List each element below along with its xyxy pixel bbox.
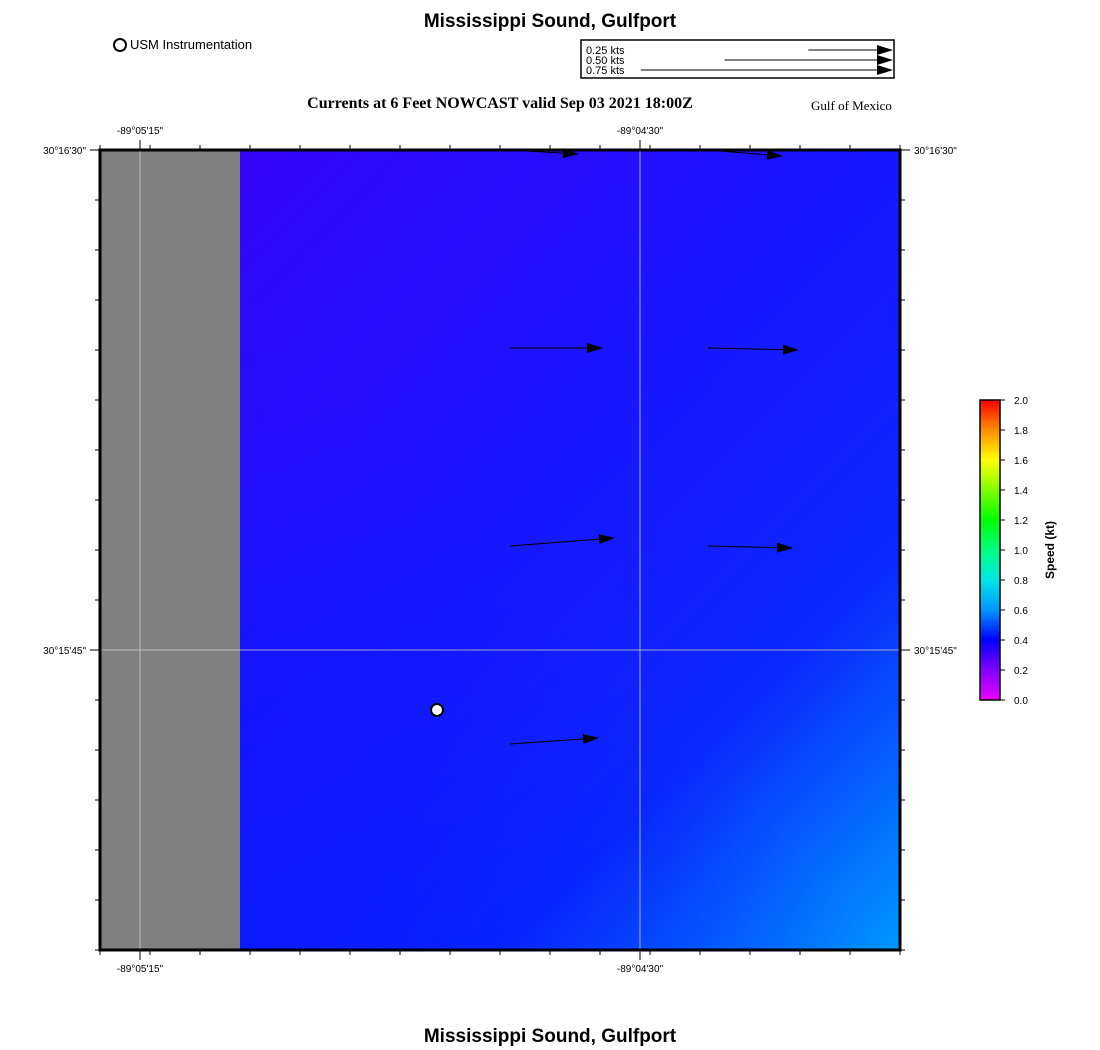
lon-label-bottom-2: -89°04'30": [617, 964, 664, 975]
current-vector: [707, 542, 793, 553]
map-subtitle: Currents at 6 Feet NOWCAST valid Sep 03 …: [307, 95, 693, 112]
colorbar-tick-label: 0.6: [1014, 606, 1028, 617]
colorbar-tick-label: 2.0: [1014, 396, 1028, 407]
lon-label-top-2: -89°04'30": [617, 126, 664, 137]
land-area: [100, 150, 240, 950]
scale-arrow-label: 0.25 kts: [586, 45, 625, 57]
colorbar-tick-label: 1.6: [1014, 456, 1028, 467]
colorbar-tick-label: 0.4: [1014, 636, 1028, 647]
colorbar-tick-label: 0.8: [1014, 576, 1028, 587]
station-legend: USM Instrumentation: [113, 37, 252, 52]
lat-label-right-1: 30°16'30": [914, 146, 957, 157]
colorbar-gradient: [979, 399, 1001, 701]
lat-label-left-2: 30°15'45": [43, 646, 86, 657]
colorbar-tick-label: 0.2: [1014, 666, 1028, 677]
current-vector: [707, 344, 799, 355]
colorbar-tick-label: 1.0: [1014, 546, 1028, 557]
current-vector: [509, 148, 579, 159]
lon-label-top-1: -89°05'15": [117, 126, 164, 137]
colorbar-tick-label: 1.8: [1014, 426, 1028, 437]
map-footer-title: Mississippi Sound, Gulfport: [423, 1026, 677, 1047]
current-vector: [707, 149, 783, 160]
scale-arrow-label: 0.75 kts: [586, 65, 625, 77]
colorbar-label: Speed (kt): [1043, 521, 1057, 579]
map-title: Mississippi Sound, Gulfport: [423, 11, 677, 32]
region-label: Gulf of Mexico: [811, 98, 892, 113]
station-marker-icon: [113, 37, 127, 52]
usm-station-marker[interactable]: [430, 703, 444, 717]
current-vector: [509, 734, 599, 745]
station-legend-label: USM Instrumentation: [130, 37, 253, 52]
colorbar-tick-label: 0.0: [1014, 696, 1028, 707]
colorbar-tick-label: 1.2: [1014, 516, 1028, 527]
lat-label-left-1: 30°16'30": [43, 146, 86, 157]
map-panel: [90, 140, 910, 960]
speed-colorbar: 2.0 1.8 1.6 1.4 1.2 1.0 0.8 0.6 0.4 0.2 0.0 Speed …: [979, 396, 1057, 707]
scale-arrow-label: 0.50 kts: [586, 55, 625, 67]
lat-label-right-2: 30°15'45": [914, 646, 957, 657]
lon-label-bottom-1: -89°05'15": [117, 964, 164, 975]
current-vector: [509, 534, 615, 547]
colorbar-tick-label: 1.4: [1014, 486, 1028, 497]
